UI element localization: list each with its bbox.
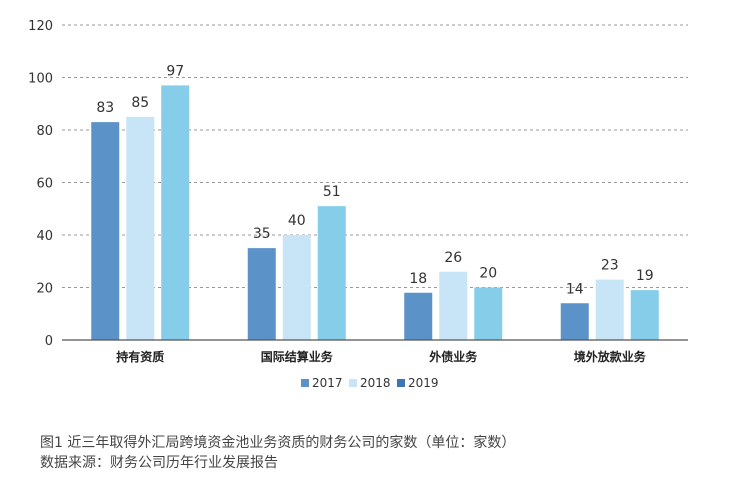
y-tick-label: 80 (36, 124, 53, 139)
figure-caption: 图1 近三年取得外汇局跨境资金池业务资质的财务公司的家数（单位：家数） (40, 435, 516, 451)
data-label: 40 (288, 213, 306, 229)
data-label: 35 (253, 226, 271, 242)
bar (474, 287, 503, 340)
data-label: 51 (323, 184, 341, 200)
data-source-note: 数据来源：财务公司历年行业发展报告 (40, 455, 278, 471)
data-label: 20 (479, 266, 497, 282)
data-label: 26 (444, 250, 462, 266)
bar (91, 122, 120, 340)
legend: 2017 2018 2019 (301, 376, 439, 390)
bar (282, 235, 311, 340)
bar (126, 116, 155, 340)
bar (439, 271, 468, 340)
y-tick-label: 120 (28, 19, 53, 34)
bar (595, 279, 624, 340)
legend-swatch (301, 379, 309, 387)
y-tick-label: 0 (45, 334, 53, 349)
gridlines (62, 24, 688, 288)
bars (91, 85, 659, 340)
legend-label: 2019 (408, 376, 439, 390)
data-label: 85 (131, 95, 149, 111)
data-label: 19 (636, 268, 654, 284)
bar (247, 248, 276, 340)
legend-label: 2017 (312, 376, 343, 390)
y-axis: 0 20 40 60 80 100 120 (28, 19, 53, 349)
data-label: 14 (566, 281, 584, 297)
bar (404, 292, 433, 340)
data-label: 18 (409, 271, 427, 287)
bar (630, 290, 659, 340)
bar (560, 303, 589, 340)
bar-chart: 0 20 40 60 80 100 120 83 85 97 35 40 51 18 26 20 14 23 19… (28, 19, 688, 390)
x-axis: 持有资质 国际结算业务 外债业务 境外放款业务 (62, 339, 688, 364)
y-tick-label: 60 (36, 177, 53, 192)
y-tick-label: 20 (36, 282, 53, 297)
bar (317, 206, 346, 340)
x-tick-label: 境外放款业务 (574, 349, 647, 364)
x-tick-label: 国际结算业务 (261, 349, 334, 364)
legend-swatch (397, 379, 405, 387)
x-tick-label: 外债业务 (429, 349, 478, 364)
data-labels: 83 85 97 35 40 51 18 26 20 14 23 19 (96, 63, 653, 297)
legend-label: 2018 (360, 376, 391, 390)
data-label: 23 (601, 258, 619, 274)
x-tick-label: 持有资质 (116, 349, 164, 364)
y-tick-label: 40 (36, 229, 53, 244)
bar (161, 85, 190, 340)
legend-swatch (349, 379, 357, 387)
data-label: 97 (166, 63, 184, 79)
data-label: 83 (96, 100, 114, 116)
y-tick-label: 100 (28, 72, 53, 87)
